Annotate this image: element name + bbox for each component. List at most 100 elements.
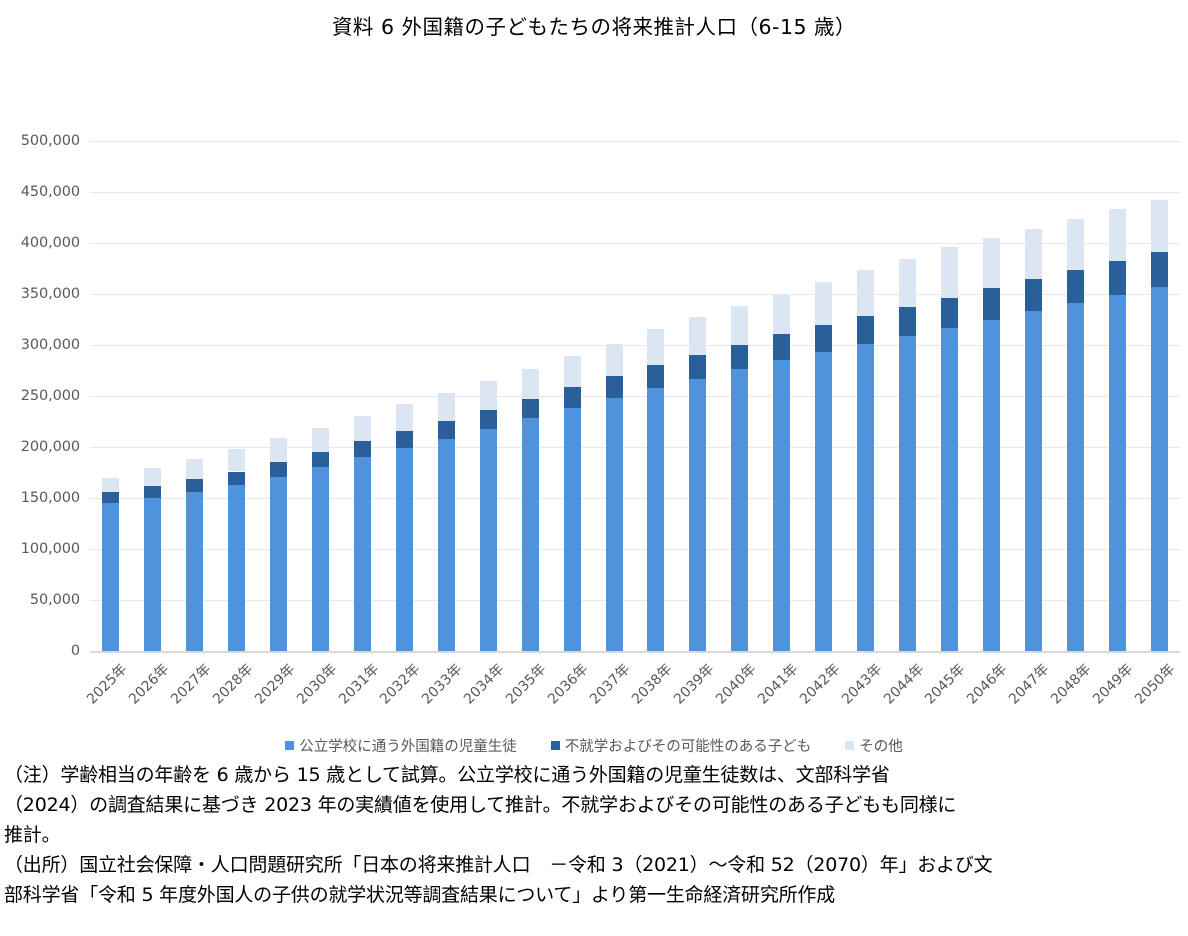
bar-segment-2[interactable] <box>815 325 833 353</box>
bar-group[interactable] <box>605 141 623 651</box>
bar-group[interactable] <box>479 141 497 651</box>
legend-item-2[interactable]: 不就学およびその可能性のある子ども <box>550 735 811 756</box>
bar-segment-2[interactable] <box>773 334 791 361</box>
bar-group[interactable] <box>228 141 246 651</box>
bar-group[interactable] <box>186 141 204 651</box>
bar-group[interactable] <box>815 141 833 651</box>
bar-segment-1[interactable] <box>1108 295 1126 651</box>
bar-group[interactable] <box>899 141 916 651</box>
bar-segment-3[interactable] <box>270 437 288 463</box>
bar-group[interactable] <box>312 141 330 651</box>
bar-segment-2[interactable] <box>270 462 288 477</box>
bar-segment-1[interactable] <box>1024 311 1042 651</box>
bar-segment-2[interactable] <box>605 376 623 399</box>
bar-segment-3[interactable] <box>1066 218 1084 271</box>
bar-segment-2[interactable] <box>731 344 749 370</box>
bar-group[interactable] <box>1108 141 1126 651</box>
bar-segment-1[interactable] <box>857 343 875 651</box>
bar-segment-3[interactable] <box>144 468 162 486</box>
bar-segment-2[interactable] <box>982 288 1000 320</box>
bar-segment-3[interactable] <box>312 427 330 453</box>
bar-group[interactable] <box>647 141 665 651</box>
bar-segment-1[interactable] <box>773 360 791 651</box>
bar-segment-2[interactable] <box>647 364 665 388</box>
bar-segment-1[interactable] <box>521 418 539 651</box>
bar-segment-1[interactable] <box>186 491 204 651</box>
bar-segment-3[interactable] <box>563 355 581 388</box>
bar-segment-1[interactable] <box>270 476 288 651</box>
bar-group[interactable] <box>521 141 539 651</box>
bar-segment-2[interactable] <box>102 491 120 504</box>
bar-segment-3[interactable] <box>857 270 875 316</box>
bar-segment-2[interactable] <box>437 421 455 439</box>
bar-segment-1[interactable] <box>312 467 330 651</box>
bar-segment-3[interactable] <box>689 317 707 355</box>
bar-segment-3[interactable] <box>186 459 204 480</box>
bar-segment-3[interactable] <box>773 294 791 335</box>
bar-segment-3[interactable] <box>521 368 539 399</box>
bar-segment-2[interactable] <box>354 440 371 458</box>
bar-segment-1[interactable] <box>815 352 833 651</box>
bar-segment-1[interactable] <box>731 369 749 651</box>
bar-segment-1[interactable] <box>479 428 497 651</box>
bar-group[interactable] <box>563 141 581 651</box>
bar-segment-1[interactable] <box>1066 303 1084 651</box>
bar-segment-3[interactable] <box>1024 228 1042 280</box>
bar-segment-1[interactable] <box>605 398 623 651</box>
bar-segment-2[interactable] <box>228 471 246 485</box>
bar-group[interactable] <box>857 141 875 651</box>
bar-segment-3[interactable] <box>437 392 455 421</box>
bar-segment-2[interactable] <box>521 398 539 419</box>
bar-segment-1[interactable] <box>899 335 916 651</box>
bar-segment-3[interactable] <box>1108 208 1126 261</box>
bar-segment-2[interactable] <box>689 354 707 379</box>
bar-segment-1[interactable] <box>982 319 1000 651</box>
bar-segment-2[interactable] <box>857 315 875 344</box>
bar-segment-1[interactable] <box>228 484 246 651</box>
bar-group[interactable] <box>354 141 371 651</box>
bar-segment-2[interactable] <box>1150 252 1168 287</box>
bar-segment-3[interactable] <box>647 329 665 365</box>
bar-segment-2[interactable] <box>479 409 497 429</box>
bar-segment-1[interactable] <box>354 457 371 651</box>
bar-segment-2[interactable] <box>144 485 162 498</box>
legend-item-1[interactable]: 公立学校に通う外国籍の児童生徒 <box>285 735 517 756</box>
bar-segment-3[interactable] <box>982 237 1000 289</box>
bar-segment-1[interactable] <box>437 438 455 651</box>
bar-segment-3[interactable] <box>731 305 749 345</box>
bar-segment-3[interactable] <box>605 343 623 377</box>
bar-group[interactable] <box>395 141 413 651</box>
bar-segment-3[interactable] <box>1150 199 1168 253</box>
bar-segment-1[interactable] <box>940 327 958 651</box>
bar-segment-2[interactable] <box>899 306 916 336</box>
bar-segment-2[interactable] <box>1024 279 1042 312</box>
bar-segment-1[interactable] <box>102 503 120 651</box>
bar-segment-1[interactable] <box>144 498 162 651</box>
bar-group[interactable] <box>689 141 707 651</box>
bar-segment-3[interactable] <box>479 380 497 410</box>
bar-group[interactable] <box>773 141 791 651</box>
bar-segment-3[interactable] <box>815 281 833 326</box>
bar-segment-2[interactable] <box>1108 260 1126 296</box>
bar-group[interactable] <box>1066 141 1084 651</box>
bar-group[interactable] <box>940 141 958 651</box>
bar-group[interactable] <box>1150 141 1168 651</box>
bar-segment-3[interactable] <box>102 477 120 492</box>
bar-segment-1[interactable] <box>395 448 413 651</box>
bar-group[interactable] <box>437 141 455 651</box>
bar-segment-2[interactable] <box>395 431 413 449</box>
bar-segment-3[interactable] <box>940 247 958 298</box>
bar-group[interactable] <box>1024 141 1042 651</box>
bar-segment-2[interactable] <box>312 452 330 468</box>
bar-group[interactable] <box>102 141 120 651</box>
bar-group[interactable] <box>144 141 162 651</box>
bar-segment-3[interactable] <box>228 449 246 472</box>
bar-group[interactable] <box>982 141 1000 651</box>
bar-group[interactable] <box>270 141 288 651</box>
bar-segment-2[interactable] <box>1066 270 1084 304</box>
bar-segment-3[interactable] <box>354 416 371 441</box>
bar-segment-2[interactable] <box>940 297 958 328</box>
bar-segment-1[interactable] <box>647 387 665 651</box>
bar-segment-1[interactable] <box>563 408 581 651</box>
bar-segment-1[interactable] <box>1150 286 1168 651</box>
